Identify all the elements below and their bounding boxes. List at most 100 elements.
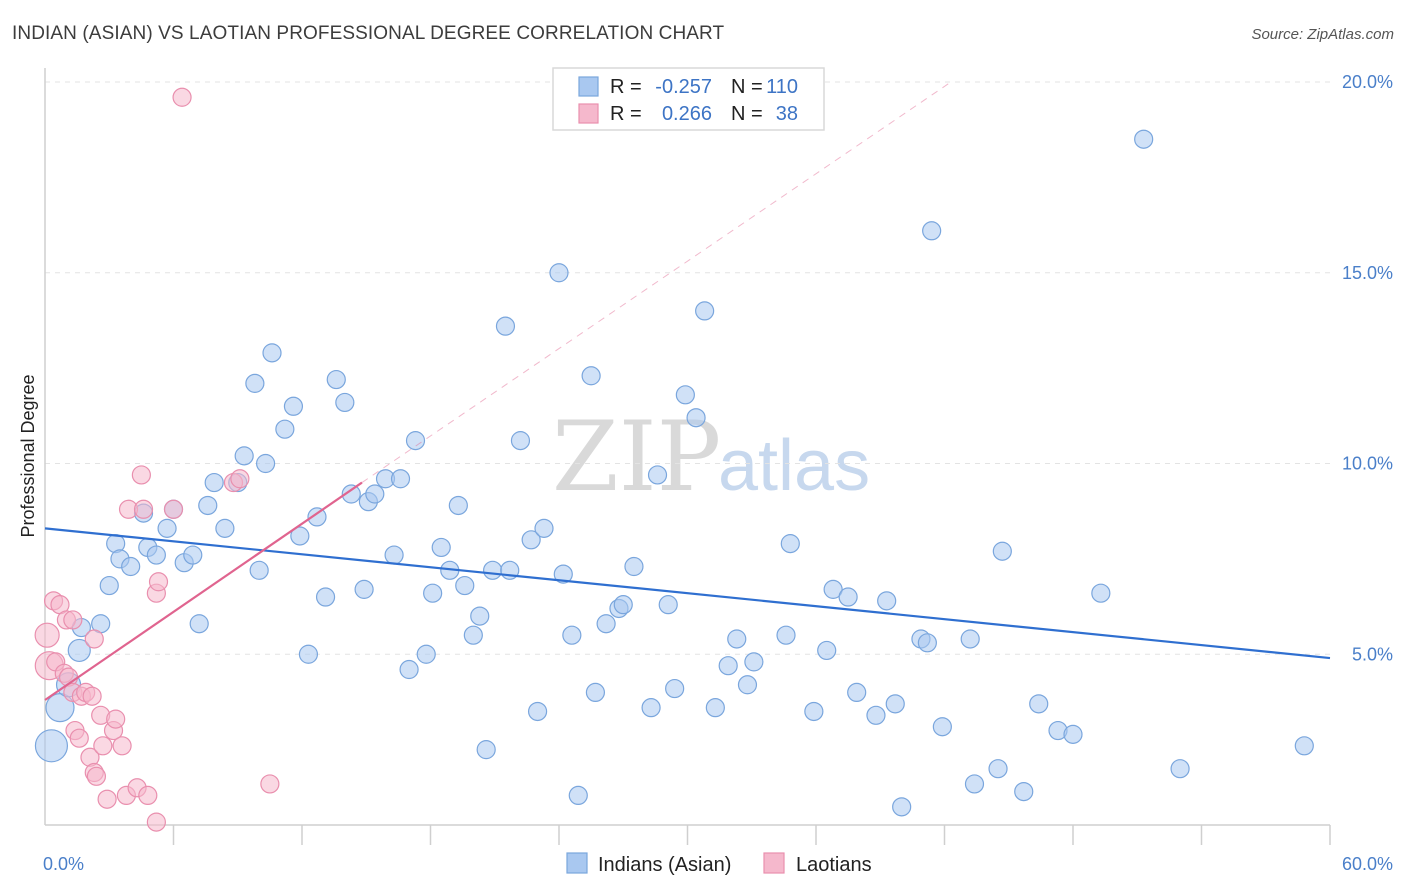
data-point	[476, 740, 496, 760]
data-point	[163, 499, 184, 519]
data-point	[877, 591, 897, 611]
trend-lines	[44, 81, 1331, 701]
data-point	[744, 652, 764, 672]
data-point	[365, 484, 385, 504]
data-point	[215, 518, 235, 538]
data-point	[157, 518, 177, 538]
data-point	[1014, 781, 1034, 802]
data-point	[69, 728, 89, 748]
data-point	[335, 392, 355, 413]
chart-source: Source: ZipAtlas.com	[1251, 26, 1394, 43]
data-point	[307, 507, 327, 527]
y-tick-label: 5.0%	[1352, 644, 1393, 664]
trend-line	[44, 481, 363, 701]
data-point	[390, 469, 411, 489]
data-point	[885, 694, 905, 714]
data-point	[298, 644, 319, 664]
data-point	[405, 431, 426, 451]
data-point	[641, 698, 661, 718]
data-point	[780, 534, 800, 554]
data-point	[665, 678, 685, 699]
correlation-legend: R = -0.257 N = 110 R = 0.266 N = 38	[552, 67, 825, 131]
data-point	[189, 614, 209, 634]
data-point	[675, 385, 695, 405]
legend-n-value-laotians: 38	[776, 103, 798, 125]
trend-line	[44, 527, 1331, 660]
data-point	[448, 495, 468, 516]
data-point	[146, 812, 166, 832]
series-legend: Indians (Asian) Laotians	[566, 852, 872, 876]
data-point	[255, 453, 276, 474]
data-point	[932, 717, 952, 737]
data-point	[549, 263, 569, 283]
data-point	[245, 373, 265, 393]
data-point	[148, 572, 169, 592]
data-point	[84, 629, 104, 649]
data-point	[146, 545, 166, 565]
data-point	[658, 595, 678, 615]
data-point	[596, 614, 616, 634]
data-point	[892, 797, 912, 817]
data-point	[562, 625, 582, 645]
data-point	[553, 564, 573, 584]
x-tick-label-max: 60.0%	[1342, 854, 1393, 874]
data-point	[847, 682, 867, 703]
data-point	[326, 369, 346, 390]
data-point	[992, 541, 1012, 561]
data-point	[399, 659, 419, 680]
data-point	[495, 316, 516, 336]
data-point	[483, 560, 503, 580]
data-point	[354, 579, 374, 599]
data-point	[964, 774, 985, 794]
data-point	[341, 484, 361, 504]
data-point	[93, 736, 113, 756]
legend-r-value-indians: -0.257	[655, 76, 712, 98]
data-point	[705, 698, 725, 718]
data-point	[817, 640, 837, 661]
data-point	[416, 644, 436, 664]
trend-line-extension	[361, 81, 952, 483]
data-point	[686, 408, 706, 428]
data-point	[121, 556, 141, 577]
legend-n-label-laotians: N =	[731, 103, 763, 125]
data-point	[960, 629, 980, 649]
data-point	[262, 343, 282, 363]
y-axis-label: Professional Degree	[18, 374, 38, 537]
data-point	[647, 465, 668, 485]
data-point	[527, 701, 548, 722]
y-tick-labels: 5.0% 10.0% 15.0% 20.0%	[1342, 72, 1393, 664]
series-legend-label-indians: Indians (Asian)	[598, 854, 731, 876]
data-point	[230, 469, 250, 489]
data-point	[804, 701, 824, 722]
legend-n-value-indians: 110	[766, 76, 798, 98]
series-indians-asian-points	[34, 129, 1314, 817]
data-point	[521, 530, 541, 550]
data-point	[510, 431, 531, 451]
y-tick-label: 10.0%	[1342, 454, 1393, 474]
data-point	[106, 709, 126, 729]
data-point	[112, 736, 132, 756]
data-point	[581, 366, 601, 386]
data-point	[585, 682, 606, 703]
data-point	[470, 606, 490, 626]
y-tick-label: 15.0%	[1342, 263, 1393, 283]
data-point	[1134, 129, 1154, 149]
series-legend-label-laotians: Laotians	[796, 854, 872, 876]
data-point	[534, 518, 554, 538]
data-point	[275, 419, 295, 439]
data-point	[63, 610, 83, 630]
data-point	[138, 785, 158, 806]
series-laotians-points	[34, 87, 280, 832]
data-point	[172, 87, 192, 107]
data-point	[1091, 583, 1111, 603]
data-point	[82, 686, 102, 706]
x-tick-label-min: 0.0%	[43, 854, 84, 874]
x-ticks	[172, 825, 1331, 845]
chart-title: INDIAN (ASIAN) VS LAOTIAN PROFESSIONAL D…	[12, 23, 725, 44]
data-point	[204, 472, 224, 493]
data-point	[1029, 694, 1049, 714]
data-point	[463, 625, 483, 645]
y-tick-label: 20.0%	[1342, 72, 1393, 92]
data-point	[315, 587, 336, 607]
data-point	[183, 545, 203, 565]
